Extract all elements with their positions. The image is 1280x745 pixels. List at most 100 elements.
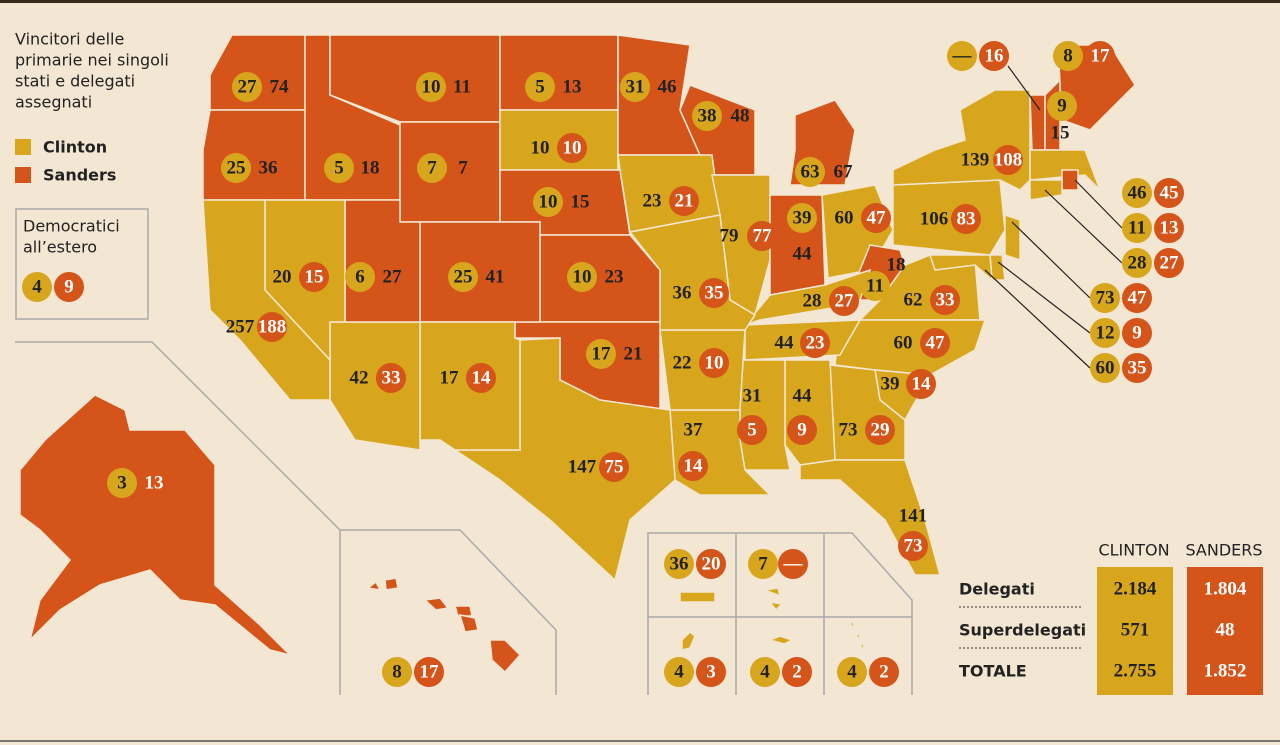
legend-title: stati e delegati	[15, 72, 135, 91]
delegate-count: 73	[904, 535, 923, 556]
delegate-circle	[696, 657, 726, 687]
delegate-count: —	[783, 553, 804, 574]
table-header: SANDERS	[1185, 541, 1262, 560]
delegate-count: 106	[920, 208, 949, 229]
region	[366, 580, 382, 591]
delegate-circle	[737, 415, 767, 445]
delegate-count: 46	[658, 76, 677, 97]
delegate-count: 44	[793, 243, 813, 264]
delegate-count: 23	[643, 190, 662, 211]
delegate-count: 13	[1160, 217, 1179, 238]
delegate-count: 5	[535, 76, 545, 97]
region	[739, 359, 791, 471]
delegate-count: 28	[1128, 252, 1147, 273]
delegate-count: 15	[305, 266, 324, 287]
delegate-count: 3	[706, 661, 716, 682]
table-value: 48	[1216, 619, 1235, 640]
delegate-count: 15	[571, 191, 590, 212]
delegate-count: 14	[472, 367, 492, 388]
delegate-count: 27	[1160, 252, 1180, 273]
delegate-count: 17	[440, 367, 460, 388]
inset-frames	[15, 208, 913, 695]
table-value: 2.755	[1114, 660, 1157, 681]
region	[768, 600, 784, 612]
delegate-circle	[795, 157, 825, 187]
delegate-count: 9	[797, 419, 807, 440]
delegate-count: 73	[1096, 287, 1115, 308]
delegate-circle	[1122, 248, 1152, 278]
delegate-circle	[837, 657, 867, 687]
delegate-count: 11	[1128, 217, 1146, 238]
delegate-circle	[750, 657, 780, 687]
delegate-count: 74	[270, 76, 290, 97]
delegate-count: 6	[355, 266, 365, 287]
delegate-count: 8	[1063, 45, 1073, 66]
region	[458, 614, 479, 633]
delegate-count: 35	[1128, 357, 1147, 378]
delegate-circle	[1122, 283, 1152, 313]
delegate-circle	[257, 312, 287, 342]
delegate-count: 17	[592, 343, 612, 364]
delegate-count: 44	[775, 332, 795, 353]
delegate-circle	[829, 286, 859, 316]
delegate-count: 29	[871, 419, 890, 440]
delegate-count: 73	[839, 419, 858, 440]
delegate-circle	[778, 549, 808, 579]
delegate-circle	[699, 348, 729, 378]
table-header: CLINTON	[1098, 541, 1169, 560]
delegate-count: 67	[834, 161, 854, 182]
delegate-count: 45	[1160, 182, 1179, 203]
delegate-count: 27	[835, 290, 855, 311]
region	[892, 89, 1031, 191]
delegate-count: 257	[226, 316, 255, 337]
delegate-count: 17	[420, 661, 440, 682]
delegate-count: 38	[698, 105, 717, 126]
delegate-circle	[692, 101, 722, 131]
delegate-count: 5	[747, 419, 757, 440]
delegate-circle	[139, 468, 169, 498]
delegate-count: 17	[1091, 45, 1111, 66]
delegate-count: 33	[936, 289, 955, 310]
delegate-count: 75	[605, 456, 624, 477]
region	[892, 179, 1006, 256]
delegate-circle	[800, 328, 830, 358]
callout-line	[1007, 65, 1041, 111]
delegate-count: 25	[227, 157, 246, 178]
delegate-count: 16	[985, 45, 1004, 66]
delegate-count: 12	[1096, 322, 1115, 343]
delegate-circle	[1154, 213, 1184, 243]
delegate-count: 31	[626, 76, 645, 97]
delegate-count: 5	[334, 157, 344, 178]
delegate-circle	[1122, 213, 1152, 243]
region	[1029, 179, 1063, 201]
delegate-count: 9	[64, 276, 74, 297]
region	[858, 639, 865, 653]
delegate-count: 48	[731, 105, 750, 126]
delegate-count: 2	[792, 661, 802, 682]
region	[209, 34, 306, 111]
delegate-count: 36	[673, 282, 692, 303]
row-label: TOTALE	[959, 662, 1027, 681]
delegate-count: 14	[684, 455, 704, 476]
delegate-count: 18	[887, 254, 906, 275]
region	[499, 109, 619, 171]
delegate-count: 10	[563, 137, 582, 158]
region	[423, 597, 450, 611]
delegate-count: 2	[879, 661, 889, 682]
delegate-count: 10	[422, 76, 441, 97]
delegate-count: 47	[867, 207, 887, 228]
delegate-count: 8	[392, 661, 402, 682]
delegate-circle	[1047, 91, 1077, 121]
delegate-count: 10	[539, 191, 558, 212]
delegate-circle	[599, 452, 629, 482]
callout-line	[997, 261, 1091, 334]
region	[19, 394, 293, 657]
region	[202, 109, 306, 201]
delegate-count: 60	[835, 207, 854, 228]
region	[202, 199, 331, 401]
delegate-count: 39	[881, 373, 900, 394]
delegate-count: 77	[753, 225, 773, 246]
delegate-count: 39	[793, 207, 812, 228]
region	[848, 617, 855, 631]
